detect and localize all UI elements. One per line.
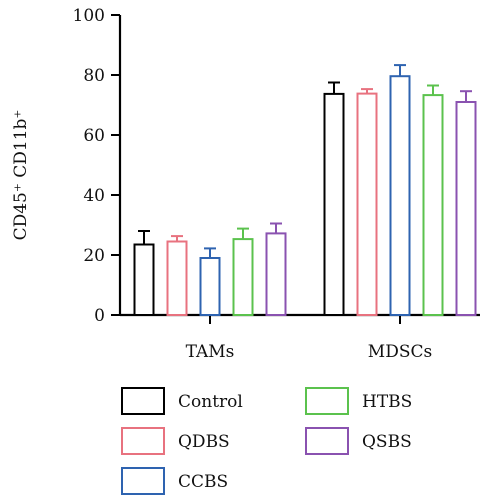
x-category-label: MDSCs [368, 342, 432, 362]
y-tick-label: 20 [83, 246, 105, 266]
y-axis-label: CD45⁺ CD11b⁺ [11, 110, 31, 241]
bar-qdbs-mdscs [356, 92, 378, 316]
bar-ccbs-mdscs [389, 75, 411, 316]
legend: Control QDBS CCBS HTBS QSBS [121, 387, 412, 495]
bar-control-tams [133, 243, 155, 316]
legend-swatch-htbs [305, 387, 349, 415]
y-tick-label: 100 [73, 6, 105, 26]
legend-label-qsbs: QSBS [362, 432, 412, 452]
x-category-label: TAMs [186, 342, 235, 362]
bar-qsbs-tams [265, 232, 287, 316]
bar-control-mdscs [323, 92, 345, 317]
legend-label-qdbs: QDBS [178, 432, 230, 452]
bar-qdbs-tams [166, 240, 188, 316]
bar-qsbs-mdscs [455, 101, 477, 316]
y-tick-label: 60 [83, 126, 105, 146]
y-tick-label: 40 [83, 186, 105, 206]
legend-label-control: Control [178, 392, 243, 412]
y-tick-label: 80 [83, 66, 105, 86]
bars [133, 64, 477, 317]
legend-swatch-control [121, 387, 165, 415]
legend-label-ccbs: CCBS [178, 472, 228, 492]
legend-swatch-qdbs [121, 427, 165, 455]
y-tick-label: 0 [94, 306, 105, 326]
bar-htbs-tams [232, 238, 254, 317]
bar-ccbs-tams [199, 257, 221, 316]
legend-swatch-qsbs [305, 427, 349, 455]
axes: 0 20 40 60 80 100 CD45⁺ CD11b⁺ TAMs MDSCs [11, 6, 480, 362]
bar-htbs-mdscs [422, 94, 444, 316]
legend-swatch-ccbs [121, 467, 165, 495]
legend-label-htbs: HTBS [362, 392, 412, 412]
